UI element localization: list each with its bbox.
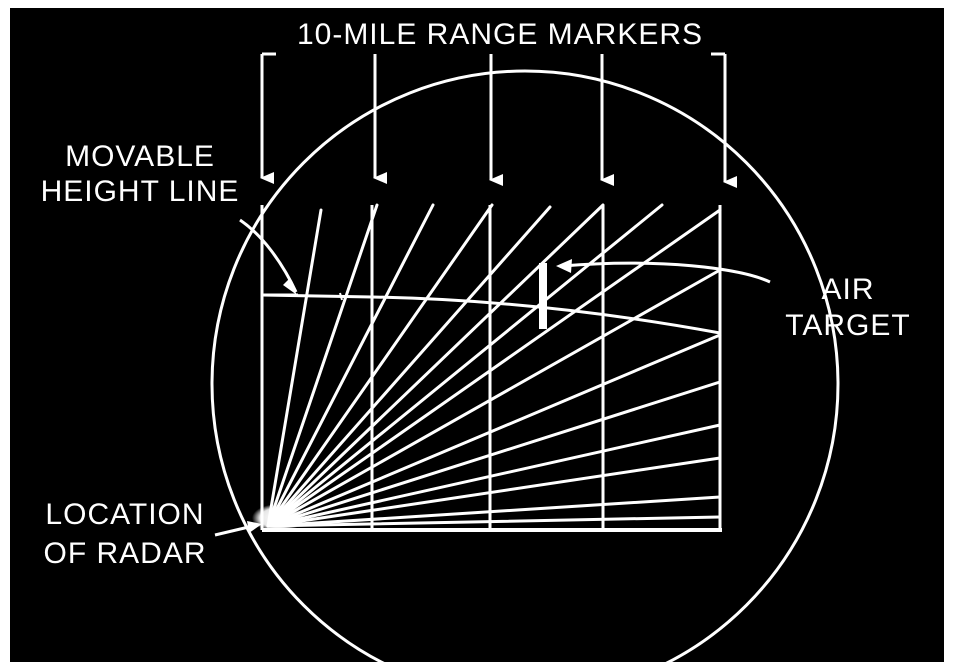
movable-height-line-label-line1: MOVABLE: [65, 140, 215, 173]
air-target-blip: [539, 263, 547, 329]
range-markers-label: 10-MILE RANGE MARKERS: [297, 18, 703, 51]
sweep-line: [266, 205, 552, 528]
sweep-line: [266, 423, 722, 528]
air-target-label-line1: AIR: [821, 273, 874, 306]
sweep-line: [266, 515, 722, 528]
sweep-line: [266, 380, 722, 528]
sweep-line: [266, 203, 605, 528]
sweep-line: [266, 333, 722, 528]
sweep-line: [266, 203, 435, 528]
sweep-line: [266, 495, 722, 528]
radar-origin-blob: [252, 504, 304, 532]
sweep-line: [266, 456, 722, 528]
sweep-line: [266, 268, 722, 528]
radar-location-arrowhead: [247, 521, 262, 533]
sweep-line: [266, 203, 664, 528]
sweep-line: [266, 208, 722, 528]
scope-circle: [210, 69, 840, 670]
radial-sweep-lines: [266, 203, 722, 528]
air-target-arrowhead: [556, 259, 572, 273]
sweep-line: [266, 203, 379, 528]
height-line-tick: [339, 292, 343, 301]
sweep-line: [266, 203, 494, 528]
movable-height-line-leader: [239, 218, 298, 293]
location-of-radar-label-line2: OF RADAR: [43, 537, 206, 570]
air-target-label-line2: TARGET: [785, 309, 910, 342]
radar-location-leader: [214, 524, 254, 537]
range-marker-lines: [260, 205, 722, 530]
height-curve-line: [261, 293, 721, 335]
sweep-line: [266, 208, 323, 528]
movable-height-line-label-line2: HEIGHT LINE: [41, 175, 240, 208]
air-target-leader: [561, 261, 771, 284]
location-of-radar-label-line1: LOCATION: [45, 498, 204, 531]
movable-height-line-arrowhead: [283, 279, 297, 295]
range-marker-bracket: [260, 52, 737, 188]
